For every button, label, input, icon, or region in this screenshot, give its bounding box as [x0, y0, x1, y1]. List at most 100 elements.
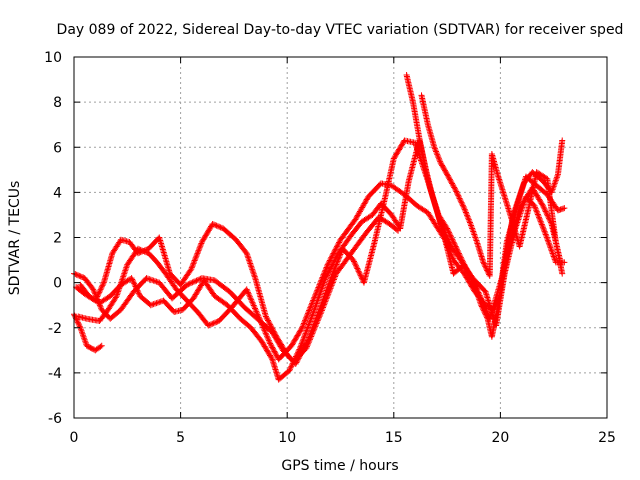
- data-point: [539, 201, 546, 208]
- data-point: [263, 314, 270, 321]
- data-point: [433, 148, 440, 155]
- data-point: [152, 300, 159, 307]
- data-point: [482, 311, 489, 318]
- data-point: [471, 281, 478, 288]
- data-point: [446, 229, 453, 236]
- data-point: [323, 287, 330, 294]
- data-point: [247, 260, 254, 267]
- data-point: [308, 315, 315, 322]
- data-point: [538, 221, 545, 228]
- data-point: [253, 308, 260, 315]
- data-point: [320, 296, 327, 303]
- data-point: [295, 347, 302, 354]
- data-point: [298, 340, 305, 347]
- data-point: [76, 323, 83, 330]
- data-point: [130, 279, 137, 286]
- data-point: [153, 300, 160, 307]
- data-point: [311, 319, 318, 326]
- data-point: [322, 275, 329, 282]
- data-point: [455, 194, 462, 201]
- data-point: [446, 246, 453, 253]
- data-point: [444, 172, 451, 179]
- data-point: [479, 304, 486, 311]
- data-point: [440, 165, 447, 172]
- data-point: [248, 263, 255, 270]
- data-point: [301, 319, 308, 326]
- data-point: [153, 278, 160, 285]
- data-point: [320, 294, 327, 301]
- data-point: [193, 251, 200, 258]
- data-point: [243, 286, 250, 293]
- data-point: [150, 301, 157, 308]
- data-point: [328, 264, 335, 271]
- data-point: [325, 269, 332, 276]
- data-point: [449, 254, 456, 261]
- data-point: [439, 163, 446, 170]
- data-point: [559, 270, 566, 277]
- data-point: [434, 152, 441, 159]
- data-point: [542, 229, 549, 236]
- data-point: [260, 324, 267, 331]
- data-point: [210, 221, 217, 228]
- data-point: [75, 320, 82, 327]
- data-point: [435, 155, 442, 162]
- data-point: [357, 272, 364, 279]
- data-point: [147, 276, 154, 283]
- data-point: [298, 342, 305, 349]
- data-point: [321, 293, 328, 300]
- data-point: [189, 263, 196, 270]
- data-point: [300, 336, 307, 343]
- data-point: [269, 325, 276, 332]
- data-point: [307, 331, 314, 338]
- data-point: [453, 246, 460, 253]
- data-point: [76, 272, 83, 279]
- data-point: [443, 170, 450, 177]
- data-point: [333, 254, 340, 261]
- data-point: [336, 239, 343, 246]
- data-point: [324, 270, 331, 277]
- data-point: [303, 314, 310, 321]
- data-point: [532, 204, 539, 211]
- data-point: [447, 249, 454, 256]
- data-point: [539, 224, 546, 231]
- data-point: [311, 321, 318, 328]
- data-point: [292, 354, 299, 361]
- data-point: [534, 210, 541, 217]
- data-point: [272, 331, 279, 338]
- chart-title: Day 089 of 2022, Sidereal Day-to-day VTE…: [57, 22, 624, 38]
- data-point: [213, 222, 220, 229]
- data-point: [461, 262, 468, 269]
- data-point: [354, 266, 361, 273]
- data-point: [301, 333, 308, 340]
- data-point: [473, 289, 480, 296]
- data-point: [533, 207, 540, 214]
- data-point: [538, 220, 545, 227]
- data-point: [546, 243, 553, 250]
- data-point: [304, 310, 311, 317]
- data-point: [472, 286, 479, 293]
- data-point: [477, 299, 484, 306]
- data-point: [194, 250, 201, 257]
- data-point: [286, 367, 293, 374]
- data-point: [322, 290, 329, 297]
- data-point: [451, 185, 458, 192]
- data-point: [323, 273, 330, 280]
- data-point: [266, 320, 273, 327]
- data-point: [245, 254, 252, 261]
- x-tick-label: 10: [278, 430, 296, 446]
- data-point: [252, 305, 259, 312]
- data-point: [476, 296, 483, 303]
- data-point: [304, 337, 311, 344]
- data-point: [264, 316, 271, 323]
- data-point: [325, 281, 332, 288]
- data-point: [468, 276, 475, 283]
- data-point: [331, 249, 338, 256]
- data-point: [299, 324, 306, 331]
- data-point: [302, 330, 309, 337]
- data-point: [141, 248, 148, 255]
- data-point: [128, 275, 135, 282]
- data-point: [195, 247, 202, 254]
- data-point: [194, 276, 201, 283]
- data-point: [451, 184, 458, 191]
- data-point: [143, 275, 150, 282]
